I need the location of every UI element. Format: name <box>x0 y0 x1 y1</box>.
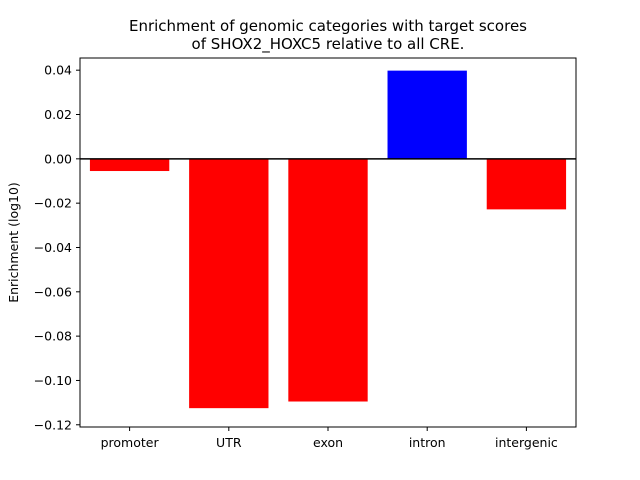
bar-intergenic <box>486 158 567 210</box>
chart-title-line-1: Enrichment of genomic categories with ta… <box>129 17 527 35</box>
y-tick-label: −0.02 <box>34 196 72 211</box>
y-tick-label: −0.06 <box>34 284 72 299</box>
bar-UTR <box>189 158 269 409</box>
y-tick-label: −0.12 <box>34 417 72 432</box>
y-tick-label: 0.02 <box>44 107 72 122</box>
y-tick-label: −0.10 <box>34 373 72 388</box>
x-tick-label: intron <box>409 435 446 450</box>
bars <box>89 70 567 409</box>
y-axis-label: Enrichment (log10) <box>6 182 21 303</box>
chart-title-line-2: of SHOX2_HOXC5 relative to all CRE. <box>192 35 465 54</box>
y-axis-ticks: 0.04 0.02 0.00 −0.02 −0.04 −0.06 −0.08 −0.10 −0.… <box>34 63 80 432</box>
bar-intron <box>387 70 467 159</box>
x-tick-label: UTR <box>216 435 242 450</box>
x-tick-label: promoter <box>101 435 160 450</box>
x-axis-ticks: promoter UTR exon intron intergenic <box>101 427 558 450</box>
bar-promoter <box>89 158 170 172</box>
y-tick-label: 0.00 <box>44 151 72 166</box>
y-tick-label: −0.04 <box>34 240 72 255</box>
y-tick-label: −0.08 <box>34 329 72 344</box>
x-tick-label: intergenic <box>495 435 558 450</box>
x-tick-label: exon <box>313 435 343 450</box>
bar-exon <box>288 158 368 402</box>
chart-title: Enrichment of genomic categories with ta… <box>129 17 527 54</box>
y-tick-label: 0.04 <box>44 63 72 78</box>
